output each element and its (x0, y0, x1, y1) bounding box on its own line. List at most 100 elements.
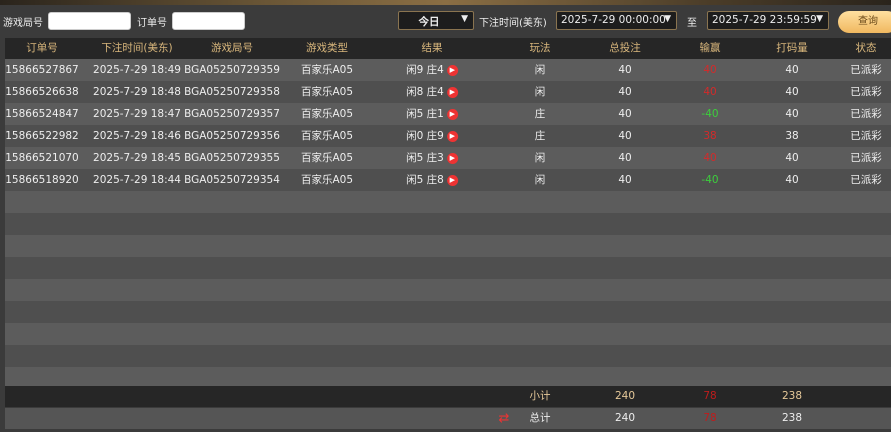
cell-time: 2025-7-29 18:46 (93, 125, 181, 147)
subtotal-bet: 240 (614, 390, 636, 402)
round-value: BGA05250729359 (184, 64, 280, 76)
end-time-select[interactable]: 2025-7-29 23:59:59 ▼ (707, 11, 829, 30)
time-value: 2025-7-29 18:49 (93, 64, 181, 76)
cell-time: 2025-7-29 18:44 (93, 169, 181, 191)
bet-value: 40 (618, 108, 632, 120)
win-value: 40 (703, 86, 717, 98)
round-label: 游戏局号 (3, 18, 43, 29)
column-header: 游戏局号 (211, 42, 253, 54)
subtotal-win: 78 (703, 390, 717, 402)
game-value: 百家乐A05 (300, 86, 354, 98)
valid-value: 40 (785, 108, 799, 120)
game-value: 百家乐A05 (300, 108, 354, 120)
total-bet: 240 (614, 412, 636, 424)
game-value: 百家乐A05 (300, 64, 354, 76)
cell-game: 百家乐A05 (301, 169, 353, 191)
column-header: 打码量 (776, 42, 808, 54)
start-time-select[interactable]: 2025-7-29 00:00:00 ▼ (556, 11, 677, 30)
cell-bet: 40 (618, 81, 631, 103)
cell-result: 闲8 庄4 ▶ (406, 81, 458, 103)
order-value: 15866524847 (5, 108, 79, 120)
round-value: BGA05250729357 (184, 108, 280, 120)
cell-order: 15866522982 (5, 125, 79, 147)
cell-win: -40 (701, 103, 718, 125)
empty-row (5, 345, 891, 367)
cell-round: BGA05250729358 (184, 81, 280, 103)
column-header: 下注时间(美东) (101, 42, 173, 54)
play-replay-icon[interactable]: ▶ (446, 108, 458, 120)
game-value: 百家乐A05 (300, 152, 354, 164)
round-value: BGA05250729356 (184, 130, 280, 142)
table-row: 15866527867 2025-7-29 18:49 BGA05250729359… (5, 59, 891, 81)
order-value: 15866522982 (5, 130, 79, 142)
period-select[interactable]: 今日 ▼ (398, 11, 474, 30)
cell-bet: 40 (618, 59, 631, 81)
play-replay-icon[interactable]: ▶ (446, 64, 458, 76)
win-value: -40 (701, 174, 719, 186)
status-value: 已派彩 (850, 174, 882, 186)
status-value: 已派彩 (850, 130, 882, 142)
play-replay-icon[interactable]: ▶ (446, 152, 458, 164)
result-value: 闲5 庄1 (406, 108, 444, 120)
query-button[interactable]: 查询 (838, 11, 891, 33)
cell-result: 闲5 庄8 ▶ (406, 169, 458, 191)
time-value: 2025-7-29 18:48 (93, 86, 181, 98)
empty-row (5, 279, 891, 301)
cell-bet: 40 (618, 125, 631, 147)
cell-game: 百家乐A05 (301, 147, 353, 169)
play-value: 闲 (534, 86, 546, 98)
play-value: 庄 (534, 130, 546, 142)
cell-bet: 40 (618, 169, 631, 191)
order-input[interactable] (172, 12, 245, 30)
bet-value: 40 (618, 64, 632, 76)
refresh-icon[interactable]: ⇄ (498, 411, 510, 426)
cell-time: 2025-7-29 18:48 (93, 81, 181, 103)
bet-value: 40 (618, 86, 632, 98)
play-value: 闲 (534, 64, 546, 76)
game-value: 百家乐A05 (300, 130, 354, 142)
play-replay-icon[interactable]: ▶ (446, 130, 458, 142)
column-header: 状态 (855, 42, 877, 54)
cell-game: 百家乐A05 (301, 125, 353, 147)
valid-value: 40 (785, 64, 799, 76)
status-value: 已派彩 (850, 86, 882, 98)
result-value: 闲0 庄9 (406, 130, 444, 142)
column-header: 输赢 (699, 42, 721, 54)
cell-result: 闲5 庄1 ▶ (406, 103, 458, 125)
round-input[interactable] (48, 12, 131, 30)
table-row: 15866526638 2025-7-29 18:48 BGA05250729358… (5, 81, 891, 103)
win-value: 40 (703, 152, 717, 164)
status-value: 已派彩 (850, 108, 882, 120)
cell-bet: 40 (618, 103, 631, 125)
period-value: 今日 (418, 16, 440, 28)
play-replay-icon[interactable]: ▶ (446, 174, 458, 186)
chevron-down-icon: ▼ (664, 14, 671, 24)
table-row: 15866521070 2025-7-29 18:45 BGA05250729355… (5, 147, 891, 169)
end-time-value: 2025-7-29 23:59:59 (712, 14, 817, 26)
time-value: 2025-7-29 18:45 (93, 152, 181, 164)
cell-round: BGA05250729356 (184, 125, 280, 147)
top-decoration (0, 0, 891, 5)
cell-win: 38 (703, 125, 716, 147)
cell-round: BGA05250729357 (184, 103, 280, 125)
order-value: 15866526638 (5, 86, 79, 98)
bet-value: 40 (618, 130, 632, 142)
win-value: 38 (703, 130, 717, 142)
cell-win: 40 (703, 81, 716, 103)
column-header: 玩法 (529, 42, 551, 54)
start-time-value: 2025-7-29 00:00:00 (561, 14, 666, 26)
cell-round: BGA05250729355 (184, 147, 280, 169)
cell-bet: 40 (618, 147, 631, 169)
empty-row (5, 213, 891, 235)
cell-valid: 38 (785, 125, 798, 147)
valid-value: 40 (785, 174, 799, 186)
cell-win: 40 (703, 147, 716, 169)
empty-row (5, 323, 891, 345)
cell-status: 已派彩 (850, 59, 882, 81)
play-value: 闲 (534, 174, 546, 186)
time-value: 2025-7-29 18:44 (93, 174, 181, 186)
empty-row (5, 235, 891, 257)
column-header: 结果 (421, 42, 443, 54)
total-valid: 238 (781, 412, 803, 424)
play-replay-icon[interactable]: ▶ (446, 86, 458, 98)
